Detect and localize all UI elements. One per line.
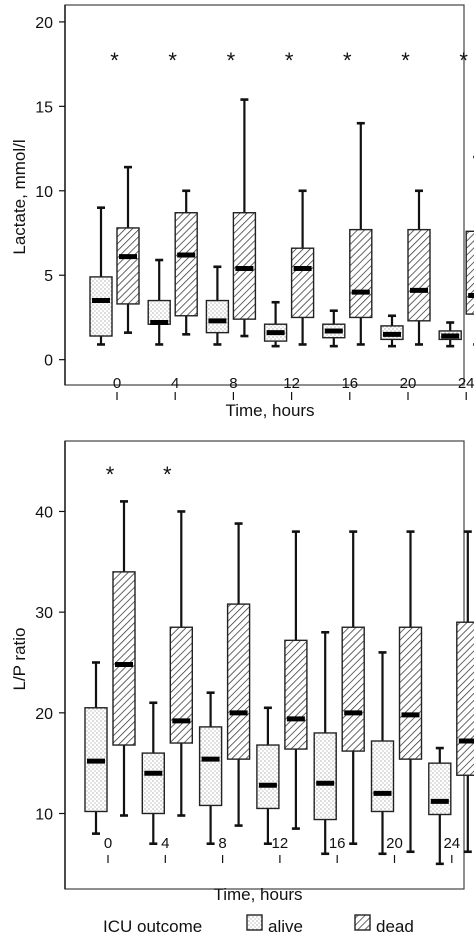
lp-y-tick-label: 30 [35,605,53,622]
lp-box-alive [256,706,280,845]
lactate-significance-marker: * [343,48,352,73]
interquartile-box [407,228,431,322]
interquartile-box [290,247,315,319]
lactate-significance-marker: * [168,48,177,73]
interquartile-box [174,212,198,317]
lp-box-alive [313,630,337,856]
lp-significance-marker: * [106,462,115,487]
legend-label-alive: alive [268,917,303,936]
lp-box-alive [141,701,166,845]
lactate-box-dead [290,189,315,346]
lp-y-tick-label: 10 [35,806,53,823]
legend-title: ICU outcome [103,917,202,936]
lactate-x-tick-label: 8 [229,375,237,392]
lp-box-dead [341,530,365,845]
lp-x-tick-label: 4 [161,835,169,852]
lp-significance-marker: * [163,462,172,487]
legend-swatch-dead [354,914,371,931]
lactate-y-tick-label: 15 [35,99,53,116]
lp-x-tick-label: 12 [272,835,289,852]
lactate-significance-marker: * [285,48,294,73]
lp-box-alive [370,651,395,856]
lactate-box-dead [232,98,257,338]
lp-box-dead [112,500,136,817]
lactate-y-tick-label: 20 [35,15,53,32]
lactate-y-tick-label: 10 [35,184,53,201]
lactate-significance-marker: * [227,48,236,73]
lactate-box-alive [438,321,462,348]
lp-x-tick-label: 0 [104,835,112,852]
interquartile-box [198,726,223,807]
interquartile-box [284,639,308,750]
lp-x-tick-label: 16 [329,835,346,852]
interquartile-box [398,626,423,760]
lp-box-dead [284,530,308,830]
interquartile-box [112,571,136,746]
lp-y-axis-label: L/P ratio [10,627,29,690]
interquartile-box [205,299,230,334]
interquartile-box [456,621,474,776]
legend: ICU outcome alive dead [103,914,414,936]
lp-box-dead [456,530,474,854]
interquartile-box [226,603,251,760]
lp-x-tick-label: 20 [386,835,403,852]
lactate-marks: 0 5 10 15 20 0 * 4 * 8 * 12 * 16 * 20 * 24 * [35,5,474,400]
interquartile-box [428,762,452,816]
lactate-box-dead [116,165,140,334]
lactate-box-alive [89,206,113,346]
lp-ratio-marks: 10 20 30 40 0 * 4 * 8 12 16 20 24 [35,441,474,889]
lactate-y-axis-label: Lactate, mmol/l [10,139,29,254]
lactate-box-alive [263,300,288,348]
lactate-box-alive [380,314,404,348]
lp-box-alive [428,746,452,866]
lp-box-alive [198,691,223,845]
lactate-x-tick-label: 20 [400,375,417,392]
interquartile-box [349,228,373,319]
lactate-box-alive [322,309,346,348]
lactate-x-tick-label: 16 [341,375,358,392]
lactate-box-dead [407,189,431,346]
lp-box-dead [226,522,251,827]
lactate-y-tick-label: 0 [44,353,53,370]
lp-x-axis-label: Time, hours [213,885,302,904]
interquartile-box [341,626,365,752]
lactate-y-tick-label: 5 [44,268,53,285]
lp-y-tick-label: 40 [35,504,53,521]
lp-ratio-chart: L/P ratio Time, hours 10 20 30 40 0 * 4 * 8 12 16 2… [10,440,474,904]
lactate-x-tick-label: 24 [458,375,474,392]
legend-label-dead: dead [376,917,414,936]
interquartile-box [232,212,257,320]
lactate-significance-marker: * [110,48,119,73]
interquartile-box [370,740,395,813]
lp-y-tick-label: 20 [35,706,53,723]
lp-box-dead [398,530,423,854]
lactate-box-alive [205,265,230,346]
lp-x-tick-label: 24 [443,835,460,852]
lp-box-dead [169,510,194,817]
lp-box-alive [84,661,108,835]
lactate-x-tick-label: 0 [113,375,121,392]
interquartile-box [256,744,280,810]
legend-swatch-alive [246,914,263,931]
lactate-box-dead [174,189,198,336]
interquartile-box [141,752,166,815]
lactate-significance-marker: * [459,48,468,73]
interquartile-box [313,732,337,821]
lactate-box-dead [465,155,474,346]
lactate-x-axis-label: Time, hours [225,401,314,420]
lactate-box-dead [349,121,373,346]
interquartile-box [169,626,194,744]
lactate-chart: Lactate, mmol/l Time, hours 0 5 10 15 20 0 * 4 *… [10,4,474,420]
interquartile-box [116,227,140,305]
lactate-significance-marker: * [401,48,410,73]
lactate-box-alive [147,258,171,346]
lactate-x-tick-label: 4 [171,375,179,392]
lp-x-tick-label: 8 [218,835,226,852]
interquartile-box [89,276,113,337]
interquartile-box [465,230,474,315]
lactate-x-tick-label: 12 [283,375,300,392]
